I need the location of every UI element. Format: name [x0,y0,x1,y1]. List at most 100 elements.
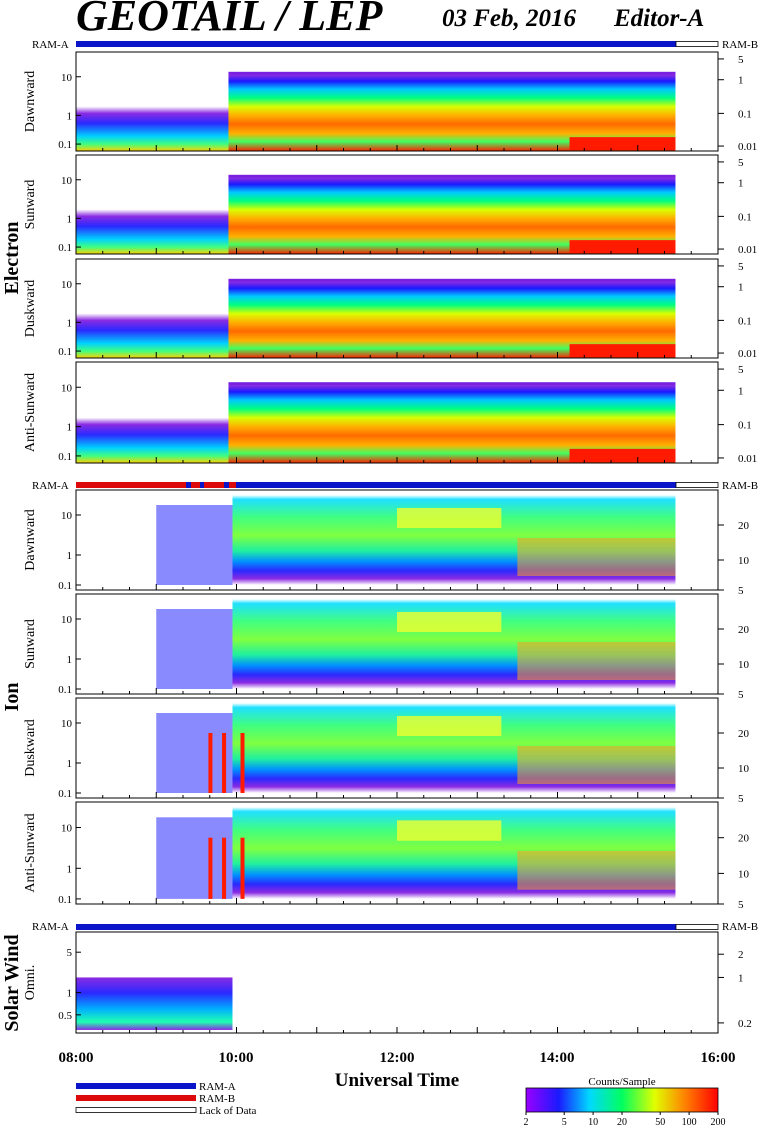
spectrum-burst [208,733,213,793]
y-tick-label-left: 10 [61,382,73,394]
y-tick-label-right: 10 [738,659,750,671]
colorbar-ticks: 2 5 10 20 50 100 200 [524,1112,726,1128]
legend-ram-a-swatch [76,1083,196,1089]
legend-lack-label: Lack of Data [199,1105,257,1117]
y-tick-label-left: 10 [61,279,73,291]
spectrogram-panel: Dawnward 10 1 0.1 20 10 5 [23,489,750,597]
spectrum-band-red [569,137,676,151]
ram-bar-electron: RAM-A RAM-B [32,39,758,51]
y-tick-label-right: 1 [738,75,744,87]
colorbar-gradient [525,1087,719,1113]
legend-ram-b-swatch [76,1095,196,1101]
colorbar-title: Counts/Sample [588,1076,655,1088]
y-tick-label-right: 0.01 [738,141,757,153]
legend-lack-swatch [75,1107,197,1113]
figure-date: 03 Feb, 2016 [442,5,577,32]
ram-bar-lack-segment [675,924,719,930]
ram-bar-ion: RAM-A RAM-B [32,480,758,492]
y-tick-label-right: 0.1 [738,315,752,327]
figure-title: GEOTAIL / LEP [76,0,384,40]
y-tick-label-left: 1 [67,863,73,875]
spectrum-fill-sparse [156,505,233,585]
colorbar-tick-label: 5 [562,1117,567,1128]
y-tick-label-left: 1 [67,110,73,122]
y-tick-label-right: 0.2 [738,1018,752,1030]
spectrum-band-orange [517,538,676,576]
y-tick-label-left: 0.1 [58,580,72,592]
y-tick-label-right: 1 [738,972,744,984]
ram-bar-segment [76,41,676,47]
spectrum-edge [228,174,676,178]
y-tick-label-left: 10 [61,510,73,522]
panel-label: Duskward [23,719,38,777]
spectrum-band-red [569,240,676,254]
y-tick-label-left: 10 [61,614,73,626]
y-tick-label-right: 10 [738,868,750,880]
spectrum-fill-quiet [76,155,229,254]
y-tick-label-left: 5 [67,947,73,959]
y-tick-label-right: 20 [738,520,750,532]
colorbar: Counts/Sample 2 5 10 20 50 100 200 [524,1076,726,1128]
ram-a-label: RAM-A [32,921,69,933]
y-tick-label-left: 0.1 [58,451,72,463]
spectrum-band-red [569,344,676,358]
spectrum-edge [228,71,676,75]
ram-a-label: RAM-A [32,480,69,492]
y-tick-label-right: 10 [738,555,750,567]
y-tick-label-left: 10 [61,72,73,84]
ram-a-gap [224,482,229,488]
spectrum-fill-quiet [76,52,229,151]
y-tick-label-right: 5 [738,364,744,376]
colorbar-tick-label: 20 [617,1117,627,1128]
group-label-ion: Ion [1,683,23,712]
spectrum-band-yellow [397,508,502,528]
figure-editor: Editor-A [613,5,704,32]
colorbar-tick-label: 50 [655,1117,665,1128]
ram-b-label: RAM-B [722,480,758,492]
spectrogram-panel: Omni. 5 1 0.5 2 1 0.2 [23,931,752,1034]
spectrogram-panel: Anti-Sunward 10 1 0.1 5 1 0.1 0.01 [23,361,757,465]
panel-label: Duskward [23,280,38,338]
spectrogram-panel: Duskward 10 1 0.1 5 1 0.1 0.01 [23,258,757,360]
spectrum-band-yellow [397,820,502,841]
y-tick-label-right: 0.1 [738,211,752,223]
legend-ram-a-label: RAM-A [199,1081,236,1093]
y-tick-label-left: 10 [61,823,73,835]
colorbar-tick-label: 200 [711,1117,726,1128]
ram-bar-lack-segment [675,41,719,47]
panel-label: Sunward [23,180,38,230]
spectrogram-panel: Sunward 10 1 0.1 5 1 0.1 0.01 [23,154,757,256]
spectrum-edge [228,382,676,386]
spectrum-fill-quiet [76,362,229,463]
y-tick-label-right: 5 [738,793,744,805]
x-tick-label: 12:00 [380,1050,415,1066]
ram-b-segment [76,482,236,488]
ram-a-label: RAM-A [32,39,69,51]
y-tick-label-left: 10 [61,175,73,187]
panel-label: Sunward [23,619,38,669]
spectrum-band-orange [517,746,676,784]
spectrum-band-orange [517,642,676,680]
y-tick-label-left: 0.1 [58,894,72,906]
x-tick-label: 08:00 [59,1050,94,1066]
spectrum-fill-sparse [156,609,233,689]
y-tick-label-right: 1 [738,282,744,294]
y-tick-label-right: 5 [738,899,744,911]
ram-b-label: RAM-B [722,39,758,51]
ram-a-gap [186,482,191,488]
group-label-electron: Electron [1,222,23,295]
spectrum-fill-quiet [76,259,229,358]
y-tick-label-left: 0.1 [58,788,72,800]
colorbar-tick-label: 2 [524,1117,529,1128]
y-tick-label-right: 1 [738,178,744,190]
spectrum-fill-sparse [156,817,233,899]
y-tick-label-right: 5 [738,585,744,597]
y-tick-label-left: 1 [67,654,73,666]
panel-label: Anti-Sunward [23,373,38,452]
y-tick-label-right: 0.1 [738,108,752,120]
ram-bar-segment [76,924,676,930]
x-tick-label: 10:00 [219,1050,254,1066]
y-tick-label-left: 0.1 [58,346,72,358]
y-tick-label-right: 10 [738,763,750,775]
